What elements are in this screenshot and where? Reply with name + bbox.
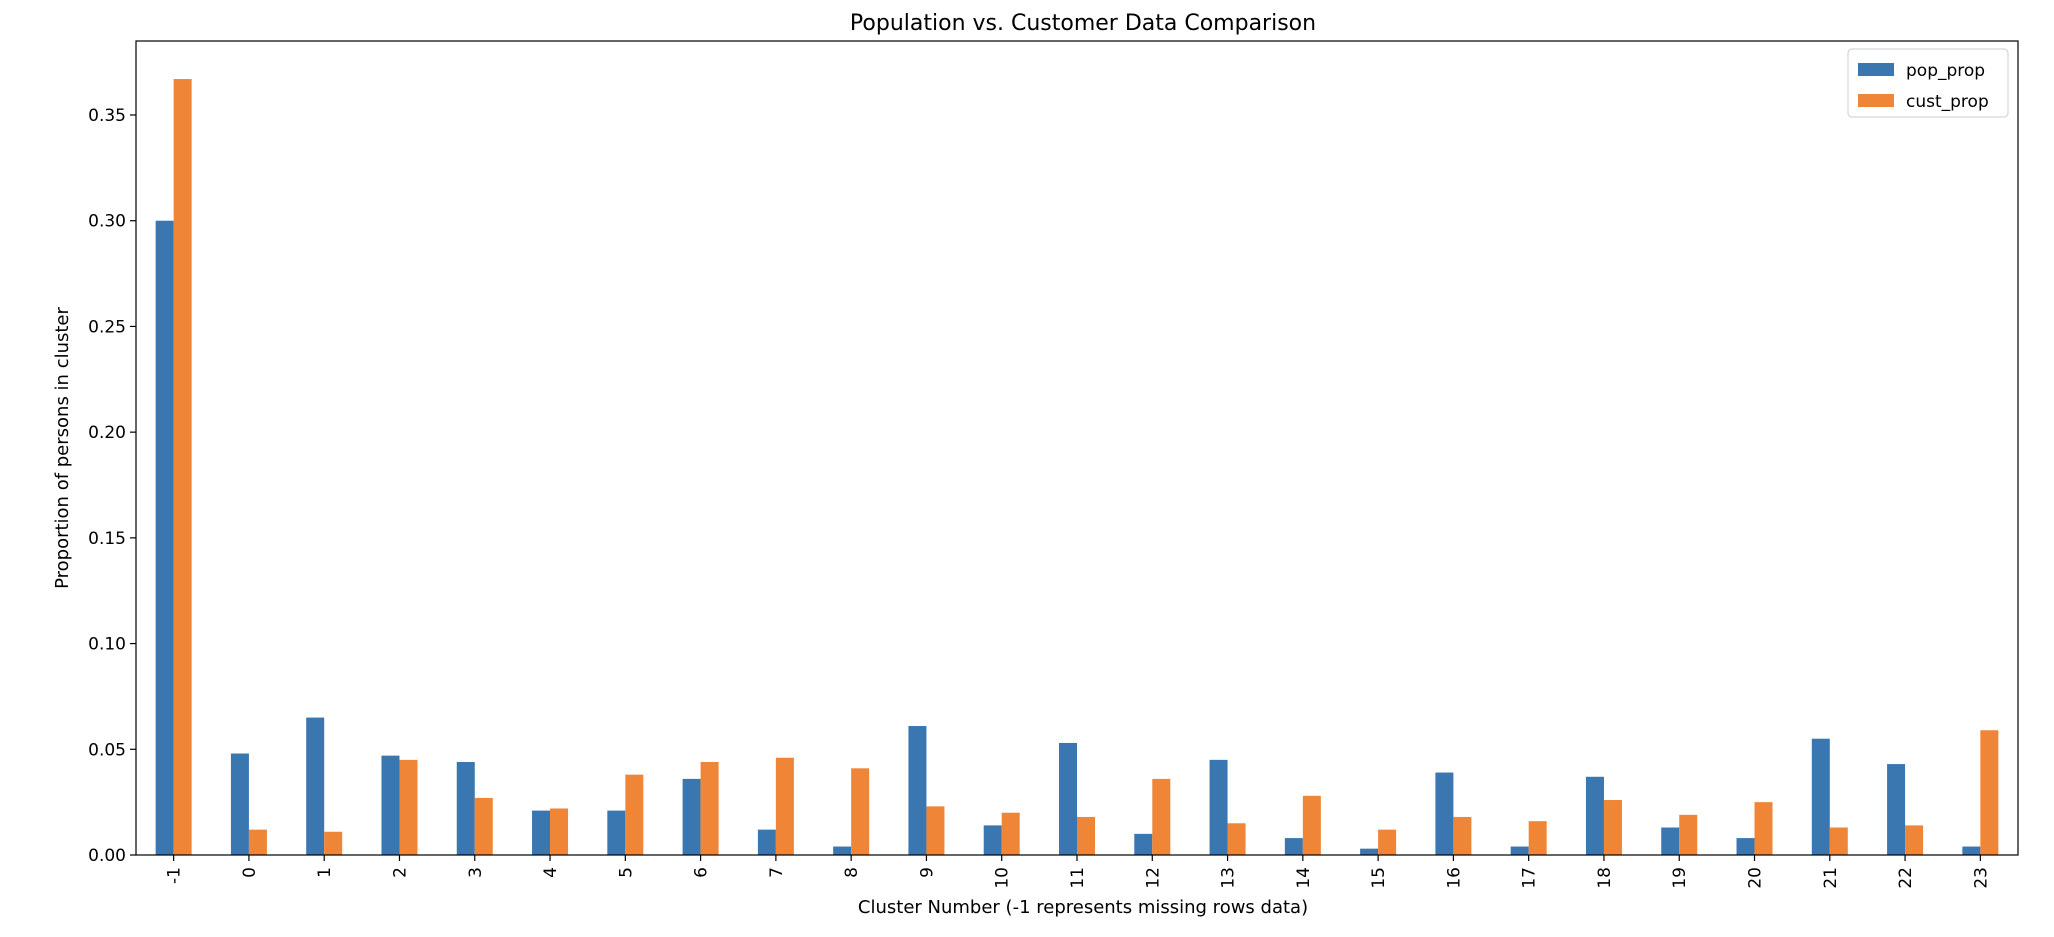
x-tick-label: 7	[767, 867, 787, 878]
x-tick-label: 18	[1595, 867, 1615, 889]
bar-pop_prop	[456, 761, 475, 855]
bar-cust_prop	[1453, 816, 1472, 855]
x-tick-label: 22	[1896, 867, 1916, 889]
x-tick-label: 15	[1369, 867, 1389, 889]
legend-label-pop_prop: pop_prop	[1906, 61, 1985, 81]
x-tick-label: 17	[1520, 867, 1540, 889]
bar-pop_prop	[230, 753, 249, 855]
bar-cust_prop	[1980, 730, 1999, 855]
x-tick-label: 5	[616, 867, 636, 878]
x-tick-label: 4	[541, 867, 561, 878]
y-tick-label: 0.05	[88, 740, 126, 760]
legend-label-cust_prop: cust_prop	[1906, 92, 1989, 112]
bar-cust_prop	[851, 768, 870, 855]
bar-cust_prop	[700, 761, 719, 855]
legend-swatch-cust_prop	[1858, 94, 1894, 107]
x-tick-label: 13	[1219, 867, 1239, 889]
bar-cust_prop	[926, 806, 945, 855]
x-tick-label: 12	[1143, 867, 1163, 889]
bar-cust_prop	[1679, 814, 1698, 855]
x-tick-label: 0	[240, 867, 260, 878]
y-tick-label: 0.10	[88, 635, 126, 655]
chart-title: Population vs. Customer Data Comparison	[850, 11, 1316, 36]
bar-pop_prop	[757, 829, 776, 855]
bar-cust_prop	[1227, 823, 1246, 855]
bar-pop_prop	[1209, 759, 1228, 855]
bar-cust_prop	[324, 831, 343, 855]
bar-pop_prop	[1284, 838, 1303, 855]
x-tick-label: 6	[692, 867, 712, 878]
x-tick-label: -1	[165, 867, 185, 884]
bar-pop_prop	[1661, 827, 1680, 855]
bar-cust_prop	[775, 757, 794, 855]
bar-pop_prop	[1360, 848, 1379, 855]
bar-pop_prop	[1811, 738, 1830, 855]
bar-pop_prop	[983, 825, 1002, 855]
bar-pop_prop	[1887, 764, 1906, 855]
y-tick-label: 0.35	[88, 106, 126, 126]
bar-pop_prop	[306, 717, 325, 855]
bar-cust_prop	[1001, 812, 1020, 855]
bar-pop_prop	[1736, 838, 1755, 855]
bar-cust_prop	[1754, 802, 1773, 855]
plot-frame	[135, 40, 2019, 856]
bar-cust_prop	[399, 759, 418, 855]
y-tick-label: 0.30	[88, 212, 126, 232]
bar-pop_prop	[682, 778, 701, 855]
y-axis-label: Proportion of persons in cluster	[52, 306, 73, 588]
bar-cust_prop	[625, 774, 644, 855]
bar-pop_prop	[1962, 846, 1981, 855]
x-tick-label: 21	[1821, 867, 1841, 889]
x-tick-label: 3	[466, 867, 486, 878]
bar-cust_prop	[1152, 778, 1171, 855]
bar-cust_prop	[1528, 821, 1547, 855]
bar-pop_prop	[1510, 846, 1529, 855]
x-tick-label: 16	[1444, 867, 1464, 889]
x-tick-label: 20	[1746, 867, 1766, 889]
bar-pop_prop	[532, 810, 551, 855]
bar-pop_prop	[155, 220, 174, 855]
bar-cust_prop	[1829, 827, 1848, 855]
x-tick-label: 14	[1294, 867, 1314, 889]
y-tick-label: 0.25	[88, 317, 126, 337]
bar-pop_prop	[908, 726, 927, 855]
x-tick-label: 9	[917, 867, 937, 878]
bar-pop_prop	[1059, 742, 1077, 855]
bar-cust_prop	[173, 79, 192, 856]
bar-pop_prop	[607, 810, 626, 855]
x-tick-label: 2	[390, 867, 410, 878]
plot-area: 0.000.050.100.150.200.250.300.35-1 0 1 2 3 4 5…	[88, 40, 2019, 889]
bar-pop_prop	[1134, 833, 1153, 855]
y-tick-label: 0.00	[88, 846, 126, 866]
x-axis-label: Cluster Number (-1 represents missing ro…	[858, 897, 1308, 918]
bar-cust_prop	[550, 808, 569, 855]
y-tick-label: 0.20	[88, 423, 126, 443]
bar-pop_prop	[1435, 772, 1454, 855]
bar-pop_prop	[381, 755, 400, 855]
bar-cust_prop	[1378, 829, 1397, 855]
y-tick-label: 0.15	[88, 529, 126, 549]
bar-cust_prop	[1603, 800, 1622, 855]
x-tick-label: 23	[1971, 867, 1991, 889]
x-tick-label: 8	[842, 867, 862, 878]
legend-swatch-pop_prop	[1858, 63, 1894, 76]
x-tick-label: 10	[993, 867, 1013, 889]
bar-cust_prop	[474, 797, 493, 855]
bar-pop_prop	[1585, 776, 1604, 855]
bar-cust_prop	[248, 829, 267, 855]
x-tick-label: 1	[315, 867, 335, 878]
x-tick-label: 19	[1670, 867, 1690, 889]
bar-cust_prop	[1077, 816, 1095, 855]
bar-pop_prop	[833, 846, 852, 855]
bar-cust_prop	[1302, 795, 1321, 855]
x-tick-label: 11	[1068, 867, 1088, 889]
bar-cust_prop	[1905, 825, 1924, 855]
